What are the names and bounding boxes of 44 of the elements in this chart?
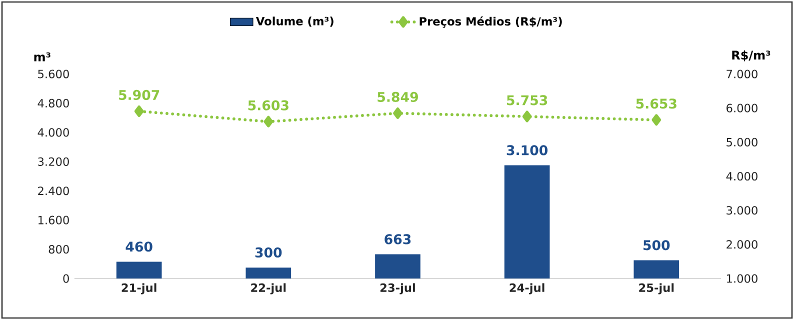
- y-tick-label: 5.600: [38, 70, 69, 78]
- y-tick-label: 4.000: [38, 128, 69, 137]
- y-tick-label: 0: [63, 274, 69, 283]
- bar: [634, 260, 680, 279]
- y-tick-label: 3.200: [38, 157, 69, 166]
- data-label: 5.603: [248, 100, 288, 110]
- point: [522, 110, 532, 122]
- data-label: 663: [384, 234, 411, 244]
- bar: [375, 254, 420, 279]
- legend-label: Preços Médios (R$/m³): [420, 16, 562, 28]
- bar: [116, 262, 162, 279]
- y2-tick-label: 3.000: [726, 206, 758, 215]
- y-tick-label: 1.600: [38, 216, 69, 224]
- y2-tick-label: 1.000: [727, 274, 758, 283]
- y-tick-label: 2.400: [38, 186, 69, 196]
- y2-tick-label: 6.000: [726, 104, 758, 112]
- legend-label: Volume (m³): [256, 16, 334, 27]
- point: [134, 106, 144, 117]
- point: [264, 116, 274, 128]
- y-axis-title: m³: [34, 52, 50, 62]
- y2-axis-title: R$/m³: [732, 50, 770, 62]
- x-tick-label: 23-jul: [380, 283, 415, 294]
- bar: [246, 268, 292, 279]
- data-label: 460: [126, 242, 152, 252]
- point: [393, 107, 402, 119]
- data-label: 5.753: [507, 95, 548, 106]
- y-tick-label: 4.800: [38, 98, 69, 108]
- data-label: 5.907: [119, 90, 160, 100]
- x-tick-label: 25-jul: [639, 283, 674, 294]
- data-label: 5.849: [378, 92, 418, 102]
- data-label: 5.653: [636, 98, 676, 109]
- y2-tick-label: 2.000: [726, 240, 758, 249]
- x-tick-label: 22-jul: [251, 283, 286, 294]
- y-tick-label: 800: [48, 245, 69, 254]
- x-tick-label: 24-jul: [510, 283, 544, 294]
- data-label: 3.100: [506, 145, 548, 156]
- bar: [504, 165, 550, 279]
- point: [652, 114, 662, 126]
- y2-tick-label: 4.000: [726, 172, 758, 181]
- data-label: 300: [255, 247, 282, 258]
- x-tick-label: 21-jul: [122, 283, 156, 294]
- y2-tick-label: 7.000: [726, 70, 758, 78]
- y2-tick-label: 5.000: [726, 138, 758, 146]
- data-label: 500: [643, 240, 670, 250]
